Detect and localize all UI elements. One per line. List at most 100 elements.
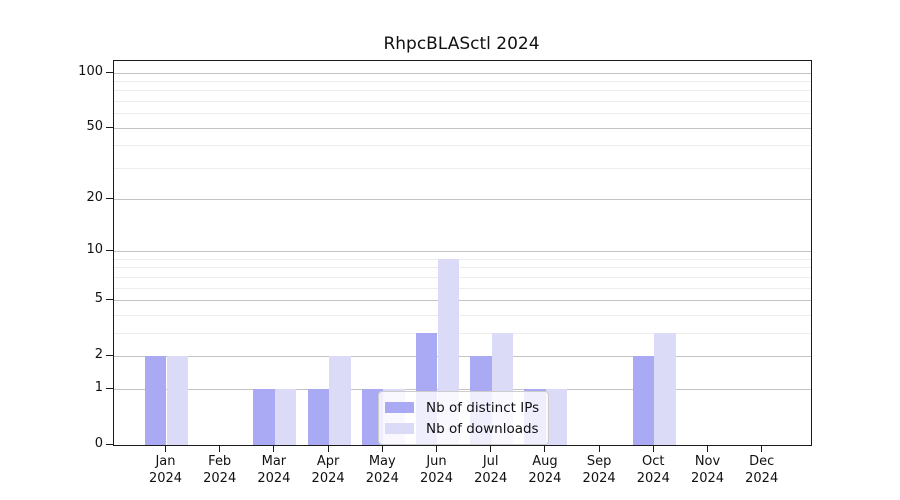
x-tick-month: Jun — [426, 454, 447, 469]
y-tick-label: 50 — [86, 118, 103, 134]
bar-distinct-ips — [144, 355, 167, 445]
x-tick-year: 2024 — [690, 471, 725, 486]
chart-title: RhpcBLASctl 2024 — [383, 34, 540, 54]
x-tick-year: 2024 — [745, 471, 779, 486]
y-tick-mark — [106, 387, 113, 389]
x-tick-mark — [707, 445, 708, 452]
x-tick-month: Jan — [155, 454, 176, 469]
x-tick-year: 2024 — [419, 471, 454, 486]
bar-downloads — [329, 355, 351, 445]
x-tick-mark — [381, 445, 383, 452]
major-gridline — [114, 72, 811, 74]
legend: Nb of distinct IPs Nb of downloads — [378, 391, 550, 445]
x-tick-mark — [544, 445, 546, 452]
x-tick-mark — [436, 445, 437, 452]
x-tick-month: Dec — [749, 454, 775, 469]
y-tick-mark — [106, 71, 113, 73]
y-tick-label: 100 — [78, 63, 103, 79]
legend-item-downloads: Nb of downloads — [385, 418, 539, 439]
x-tick-label: Apr 2024 — [300, 453, 356, 487]
minor-gridline — [114, 314, 811, 316]
y-tick-label: 5 — [94, 291, 103, 307]
x-tick-year: 2024 — [474, 471, 508, 486]
legend-label: Nb of distinct IPs — [426, 399, 540, 416]
x-tick-label: Sep 2024 — [571, 453, 627, 487]
x-tick-mark — [273, 445, 275, 452]
minor-gridline — [114, 258, 811, 260]
minor-gridline — [114, 113, 811, 115]
x-tick-label: Dec 2024 — [734, 453, 790, 487]
y-tick-mark — [106, 250, 113, 252]
x-tick-mark — [761, 445, 763, 452]
x-tick-year: 2024 — [636, 471, 670, 486]
legend-item-distinct-ips: Nb of distinct IPs — [385, 397, 539, 418]
x-tick-mark — [219, 445, 221, 452]
x-tick-label: Jan 2024 — [138, 453, 194, 487]
minor-gridline — [114, 332, 811, 334]
x-tick-mark — [165, 445, 166, 452]
x-tick-month: Apr — [316, 454, 340, 469]
x-tick-label: Oct 2024 — [625, 453, 681, 487]
x-tick-month: Jul — [482, 454, 499, 469]
minor-gridline — [114, 167, 811, 169]
x-tick-mark — [327, 445, 329, 452]
minor-gridline — [114, 80, 811, 82]
x-tick-year: 2024 — [257, 471, 291, 486]
y-tick-mark — [106, 299, 113, 301]
minor-gridline — [114, 145, 811, 147]
legend-label: Nb of downloads — [426, 420, 539, 437]
major-gridline — [114, 251, 811, 253]
bar-distinct-ips — [632, 355, 655, 445]
bar-distinct-ips — [307, 388, 330, 445]
x-tick-mark — [490, 445, 492, 452]
x-tick-mark — [598, 445, 600, 452]
major-gridline — [114, 388, 811, 390]
y-tick-mark — [106, 198, 113, 200]
y-tick-label: 1 — [94, 379, 103, 395]
x-tick-month: Sep — [586, 454, 612, 469]
y-tick-mark — [106, 354, 113, 356]
y-tick-label: 2 — [94, 346, 103, 362]
x-tick-label: May 2024 — [354, 453, 410, 487]
x-tick-label: Jun 2024 — [409, 453, 465, 487]
x-tick-label: Aug 2024 — [517, 453, 573, 487]
x-tick-year: 2024 — [203, 471, 237, 486]
major-gridline — [114, 300, 811, 302]
x-tick-month: Feb — [208, 454, 232, 469]
bar-distinct-ips — [253, 388, 275, 445]
x-tick-year: 2024 — [148, 471, 183, 486]
x-tick-year: 2024 — [582, 471, 616, 486]
x-tick-month: Oct — [642, 454, 665, 469]
y-tick-mark — [106, 443, 113, 445]
minor-gridline — [114, 276, 811, 278]
major-gridline — [114, 355, 811, 357]
y-tick-label: 20 — [86, 190, 103, 206]
y-tick-mark — [106, 126, 113, 128]
x-tick-month: Aug — [532, 454, 558, 469]
bar-downloads — [274, 388, 297, 445]
minor-gridline — [114, 90, 811, 92]
bar-downloads — [545, 388, 568, 445]
y-tick-label: 0 — [94, 435, 103, 451]
x-tick-label: Mar 2024 — [246, 453, 302, 487]
bar-downloads — [654, 332, 676, 445]
x-tick-month: May — [368, 454, 396, 469]
x-tick-year: 2024 — [311, 471, 345, 486]
bar-distinct-ips — [361, 388, 384, 445]
major-gridline — [114, 127, 811, 129]
x-tick-label: Feb 2024 — [192, 453, 248, 487]
x-tick-mark — [652, 445, 654, 452]
x-tick-label: Nov 2024 — [680, 453, 736, 487]
minor-gridline — [114, 267, 811, 269]
y-tick-label: 10 — [86, 242, 103, 258]
x-tick-year: 2024 — [528, 471, 562, 486]
minor-gridline — [114, 287, 811, 289]
plot-area: Nb of distinct IPs Nb of downloads — [113, 60, 812, 446]
legend-swatch-distinct-ips — [385, 402, 414, 413]
legend-swatch-downloads — [385, 423, 414, 434]
bar-downloads — [166, 355, 189, 445]
x-tick-month: Nov — [694, 454, 721, 469]
major-gridline — [114, 199, 811, 201]
minor-gridline — [114, 100, 811, 102]
